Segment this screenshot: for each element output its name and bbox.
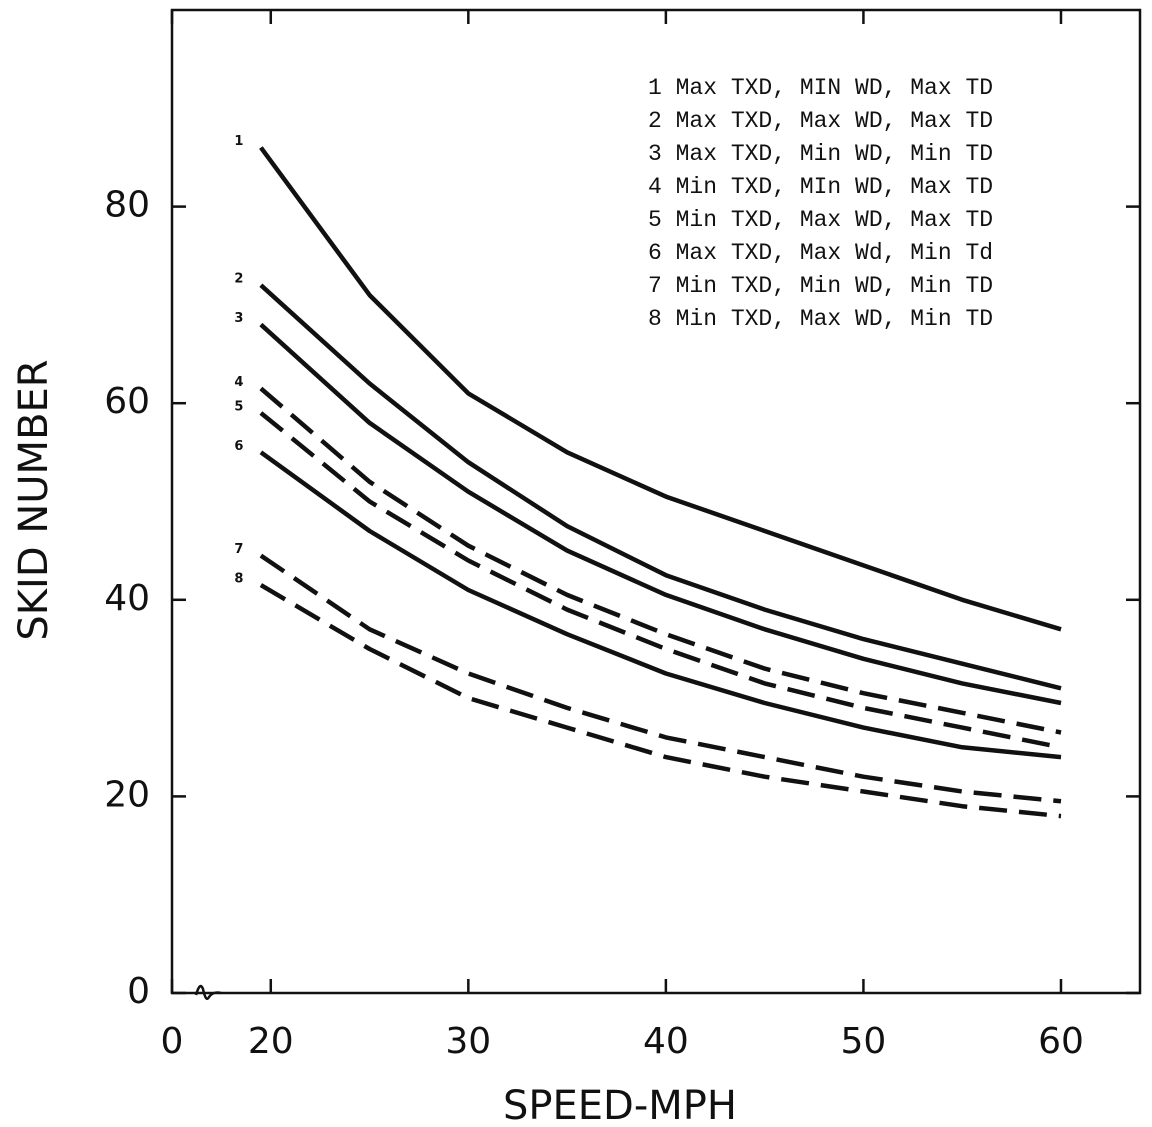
y-axis-label: SKID NUMBER — [11, 359, 57, 640]
legend-entry: 3 Max TXD, Min WD, Min TD — [648, 141, 993, 167]
legend-entry: 7 Min TXD, Min WD, Min TD — [648, 273, 993, 299]
curve-label: 7 — [234, 542, 243, 557]
series-line — [259, 386, 1062, 735]
series-line — [259, 411, 1062, 750]
curve-label: 3 — [234, 311, 243, 326]
plot-frame — [170, 8, 1142, 995]
curve-label: 8 — [234, 572, 243, 587]
series-line — [259, 322, 1062, 706]
x-tick-label: 50 — [841, 1021, 887, 1062]
series-line — [259, 583, 1062, 819]
y-tick-label: 40 — [104, 578, 150, 619]
y-tick-label: 0 — [127, 971, 150, 1012]
y-tick-label: 20 — [104, 774, 150, 815]
curve-label: 4 — [234, 375, 243, 390]
curve-label: 5 — [234, 400, 243, 415]
series-line — [259, 450, 1062, 760]
x-axis-label: SPEED-MPH — [503, 1083, 737, 1127]
legend-entry: 8 Min TXD, Max WD, Min TD — [648, 306, 993, 332]
x-tick-label: 0 — [161, 1021, 184, 1062]
series-line — [259, 553, 1062, 804]
curve-label: 2 — [234, 272, 243, 287]
legend-entry: 5 Min TXD, Max WD, Max TD — [648, 207, 993, 233]
y-tick-label: 80 — [104, 185, 150, 226]
series-line — [259, 283, 1062, 691]
x-tick-label: 60 — [1038, 1021, 1084, 1062]
legend-entry: 4 Min TXD, MIn WD, Max TD — [648, 174, 993, 200]
series-line — [259, 146, 1062, 632]
curve-label: 6 — [234, 439, 243, 454]
x-tick-label: 20 — [248, 1021, 294, 1062]
x-tick-label: 40 — [643, 1021, 689, 1062]
curve-label: 1 — [234, 134, 243, 149]
y-tick-label: 60 — [104, 381, 150, 422]
legend-entry: 6 Max TXD, Max Wd, Min Td — [648, 240, 993, 266]
legend-entry: 1 Max TXD, MIN WD, Max TD — [648, 75, 993, 101]
axis-break — [194, 984, 222, 1000]
x-tick-label: 30 — [445, 1021, 491, 1062]
legend-entry: 2 Max TXD, Max WD, Max TD — [648, 108, 993, 134]
